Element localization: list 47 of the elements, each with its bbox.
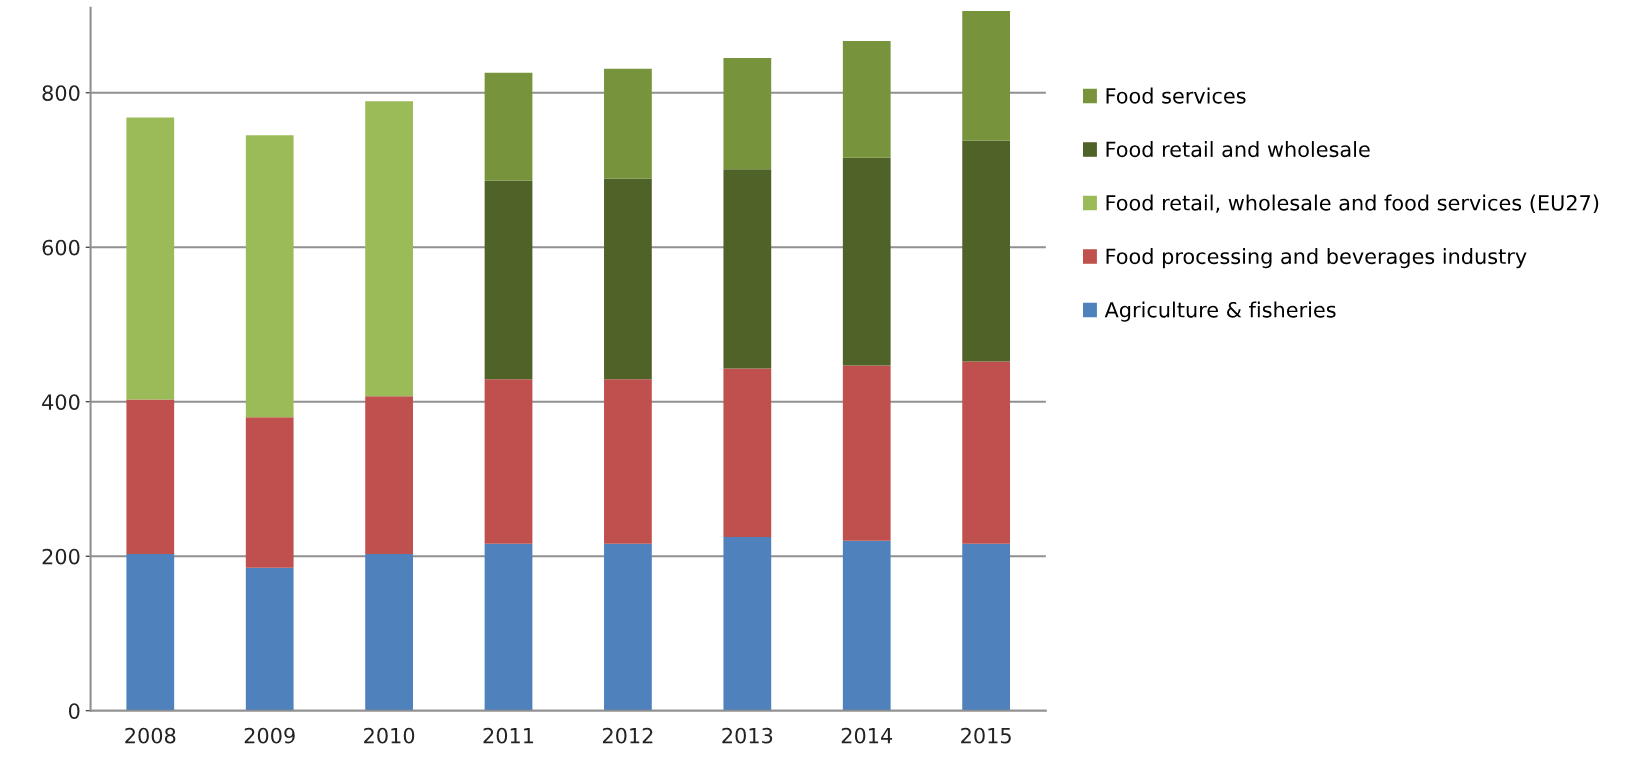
bar <box>484 180 533 380</box>
legend-label: Agriculture & fisheries <box>1104 301 1336 322</box>
y-tick-label: 800 <box>42 85 80 101</box>
bar <box>962 10 1011 141</box>
bar <box>245 417 294 568</box>
legend-label: Food retail, wholesale and food services (EU27) <box>1106 194 1599 214</box>
y-tick-label: 600 <box>42 239 80 256</box>
bar <box>245 135 294 418</box>
x-tick-label: 2013 <box>722 727 773 744</box>
x-tick-label: 2015 <box>961 727 1011 744</box>
bar <box>604 379 652 544</box>
x-tick-label: 2014 <box>841 727 893 744</box>
x-tick-label: 2010 <box>364 727 415 744</box>
bar <box>604 178 652 380</box>
bar <box>962 140 1011 362</box>
bar <box>962 361 1011 544</box>
legend-label: Food processing and beverages industry <box>1106 248 1527 269</box>
y-tick-label: 200 <box>42 548 80 565</box>
legend-label: Food retail and wholesale <box>1106 141 1370 158</box>
x-tick-label: 2008 <box>125 727 176 744</box>
y-tick-label: 400 <box>42 394 80 410</box>
bar <box>365 396 413 554</box>
x-tick-label: 2009 <box>244 727 295 744</box>
bar <box>842 157 891 366</box>
bar <box>365 101 413 397</box>
bar <box>484 379 533 544</box>
bar <box>126 399 175 554</box>
bar <box>842 41 891 158</box>
bar <box>723 58 772 170</box>
bar <box>126 117 175 400</box>
legend-label: Food services <box>1106 87 1246 104</box>
bar <box>604 543 652 711</box>
bar <box>245 567 294 711</box>
x-tick-label: 2011 <box>483 727 534 744</box>
bar <box>723 169 772 369</box>
y-tick-label: 0 <box>68 703 80 719</box>
bar <box>723 368 772 537</box>
bar <box>365 553 413 711</box>
bar <box>723 536 772 711</box>
bar <box>484 72 533 181</box>
bar <box>604 68 652 179</box>
bar <box>484 543 533 711</box>
bar <box>842 540 891 711</box>
bar <box>126 553 175 711</box>
bar <box>842 365 891 541</box>
x-tick-label: 2012 <box>602 727 653 744</box>
bar <box>962 543 1011 711</box>
